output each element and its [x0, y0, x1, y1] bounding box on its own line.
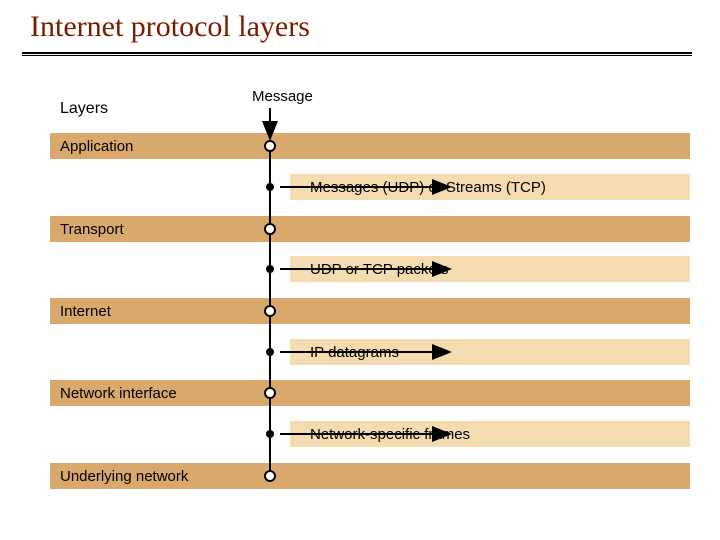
layer-bar: [50, 216, 690, 242]
title-underline: [22, 52, 692, 56]
message-label: Message: [252, 88, 313, 105]
layer-name: Transport: [60, 221, 124, 238]
layer-name: Internet: [60, 303, 111, 320]
layer-name: Network interface: [60, 385, 177, 402]
intermediate-label: Network-specific frames: [310, 426, 470, 443]
layers-heading: Layers: [60, 100, 108, 118]
intermediate-label: IP datagrams: [310, 344, 399, 361]
intermediate-label: Messages (UDP) or Streams (TCP): [310, 179, 546, 196]
layer-name: Application: [60, 138, 133, 155]
slide-title: Internet protocol layers: [30, 10, 310, 44]
intermediate-label: UDP or TCP packets: [310, 261, 448, 278]
layer-name: Underlying network: [60, 468, 188, 485]
layer-bar: [50, 133, 690, 159]
layer-bar: [50, 298, 690, 324]
